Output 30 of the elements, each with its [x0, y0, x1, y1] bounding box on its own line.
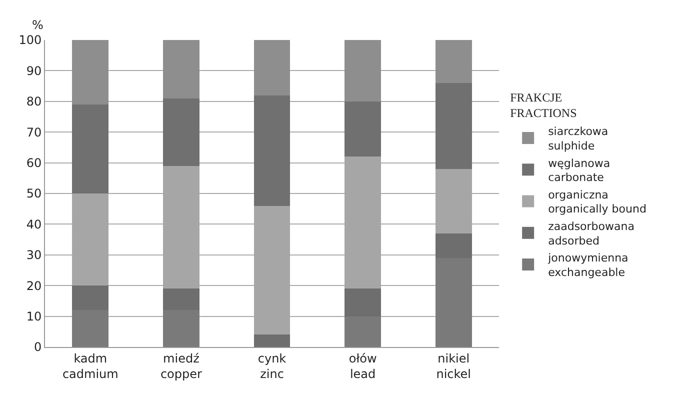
y-tick-label: 80 [26, 94, 42, 109]
bar [435, 82, 472, 169]
y-tick-label: 50 [26, 186, 42, 201]
y-tick-label: 0 [34, 340, 42, 354]
x-tick-label: miedź copper [160, 351, 202, 381]
y-tick-label: 10 [26, 310, 42, 324]
y-tick-label: 20 [26, 278, 42, 293]
bar [254, 334, 290, 347]
bar [72, 104, 109, 194]
y-tick-label: 30 [26, 248, 42, 262]
bar [435, 40, 472, 83]
y-tick-label: 70 [26, 125, 42, 140]
bar [72, 40, 109, 104]
y-tick-label: 40 [26, 217, 42, 232]
x-tick-label: kadm cadmium [62, 351, 118, 381]
bar [163, 98, 200, 166]
bar [254, 40, 290, 96]
bar [344, 40, 381, 102]
y-tick-label: 60 [26, 156, 42, 170]
y-tick-label: 90 [26, 64, 42, 78]
bar [344, 101, 381, 157]
y-tick-label: 100 [18, 33, 42, 48]
x-tick-label: ołów lead [348, 351, 377, 381]
legend-label: jonowymienna exchangeable [547, 252, 628, 279]
x-tick-label: nikiel nickel [436, 351, 471, 381]
y-axis-title: % [32, 18, 44, 32]
legend-title: FRAKCJE FRACTIONS [510, 90, 577, 120]
x-tick-label: cynk zinc [258, 351, 286, 381]
bar [163, 40, 200, 98]
bar [254, 95, 290, 206]
